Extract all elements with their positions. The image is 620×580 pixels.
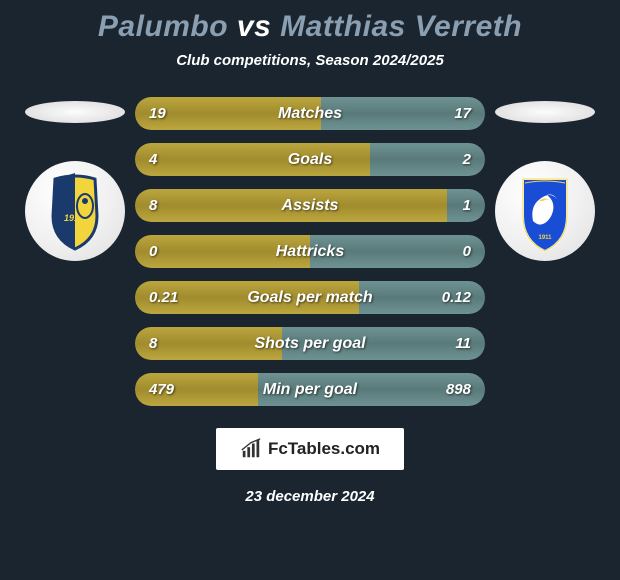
bar-right-fill: [258, 373, 486, 406]
logo-text: FcTables.com: [268, 439, 380, 459]
bar-left-fill: [135, 189, 447, 222]
bar-right-fill: [310, 235, 485, 268]
page-title: Palumbo vs Matthias Verreth: [98, 10, 522, 44]
stat-bar: Assists81: [135, 189, 485, 222]
bar-right-fill: [359, 281, 485, 314]
bar-right-fill: [370, 143, 486, 176]
left-column: 1912: [15, 97, 135, 261]
stats-column: Matches1917 Goals42 Assists81 Hattricks00 Go…: [135, 97, 485, 406]
date-text: 23 december 2024: [245, 488, 374, 505]
svg-text:1911: 1911: [538, 235, 552, 241]
bar-right-fill: [282, 327, 485, 360]
brescia-crest-icon: 1911: [495, 161, 595, 261]
right-column: 1911: [485, 97, 605, 261]
player2-name: Matthias Verreth: [280, 10, 522, 43]
stat-bar: Goals per match0.210.12: [135, 281, 485, 314]
svg-text:1912: 1912: [64, 213, 84, 223]
bar-left-fill: [135, 281, 359, 314]
player2-photo-placeholder: [495, 101, 595, 123]
stat-bar: Hattricks00: [135, 235, 485, 268]
bar-left-fill: [135, 97, 321, 130]
bar-left-fill: [135, 235, 310, 268]
bar-left-fill: [135, 327, 282, 360]
bar-left-fill: [135, 143, 370, 176]
main-row: 1912 Matches1917 Goals42 Assists81 Hattrick…: [0, 97, 620, 406]
stat-bar: Goals42: [135, 143, 485, 176]
comparison-infographic: Palumbo vs Matthias Verreth Club competi…: [0, 0, 620, 580]
stat-bar: Min per goal479898: [135, 373, 485, 406]
vs-text: vs: [237, 10, 271, 43]
stat-bar: Shots per goal811: [135, 327, 485, 360]
modena-crest-icon: 1912: [25, 161, 125, 261]
player1-photo-placeholder: [25, 101, 125, 123]
bar-left-fill: [135, 373, 258, 406]
subtitle: Club competitions, Season 2024/2025: [176, 52, 444, 69]
bar-right-fill: [321, 97, 486, 130]
bar-right-fill: [447, 189, 486, 222]
player2-club-badge: 1911: [495, 161, 595, 261]
player1-name: Palumbo: [98, 10, 228, 43]
fctables-logo: FcTables.com: [216, 428, 404, 470]
chart-icon: [240, 438, 262, 460]
stat-bar: Matches1917: [135, 97, 485, 130]
player1-club-badge: 1912: [25, 161, 125, 261]
